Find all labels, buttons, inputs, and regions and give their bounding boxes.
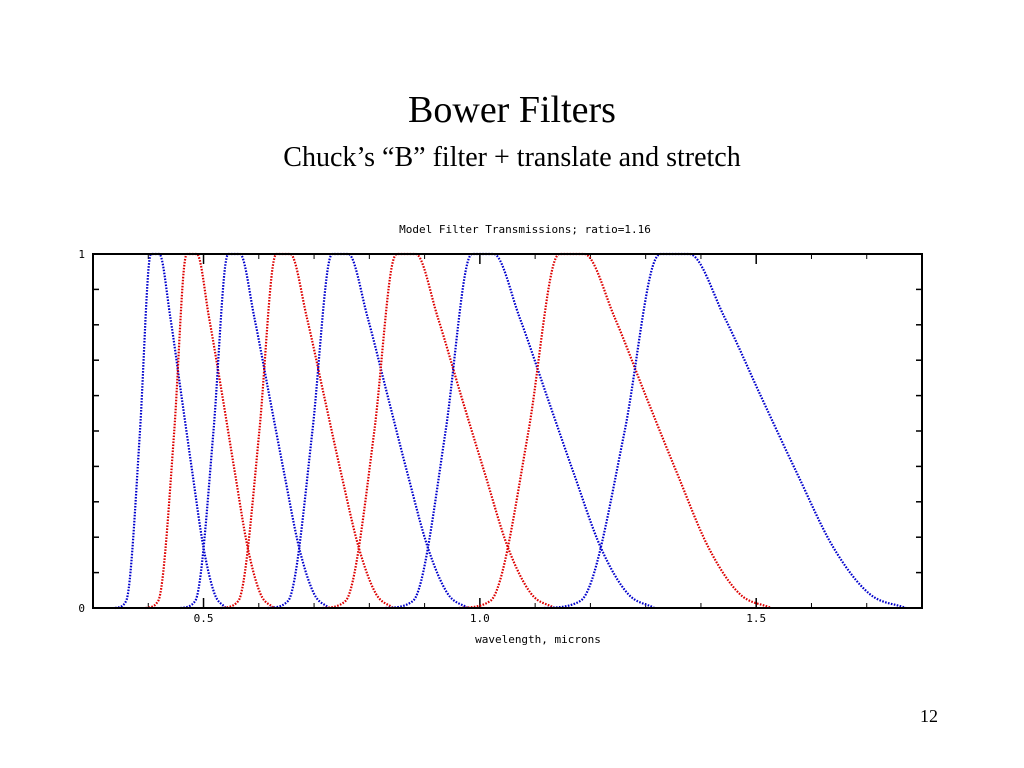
slide-title: Bower Filters: [408, 89, 616, 131]
filter-curve-7: [385, 252, 656, 610]
chart-title: Model Filter Transmissions; ratio=1.16: [399, 223, 651, 236]
filter-curve-3: [180, 252, 330, 610]
x-tick-label: 0.5: [194, 612, 214, 625]
filter-curve-9: [543, 252, 907, 610]
y-tick-label: 0: [78, 602, 85, 615]
filter-curve-2: [145, 252, 275, 610]
x-tick-label: 1.0: [470, 612, 490, 625]
x-tick-label: 1.5: [746, 612, 766, 625]
page-number: 12: [920, 706, 938, 726]
chart-curves: [114, 252, 907, 610]
slide-subtitle: Chuck’s “B” filter + translate and stret…: [283, 142, 741, 173]
chart-axes: 0.5 1.0 1.5 0 1: [78, 248, 922, 625]
filter-curve-8: [458, 252, 772, 610]
filter-curve-4: [220, 252, 394, 610]
filter-curve-1: [114, 252, 227, 610]
filter-curve-5: [267, 252, 469, 610]
filter-curve-6: [322, 252, 556, 610]
x-axis-label: wavelength, microns: [475, 633, 601, 646]
y-tick-label: 1: [78, 248, 85, 261]
plot-frame: [92, 253, 923, 609]
